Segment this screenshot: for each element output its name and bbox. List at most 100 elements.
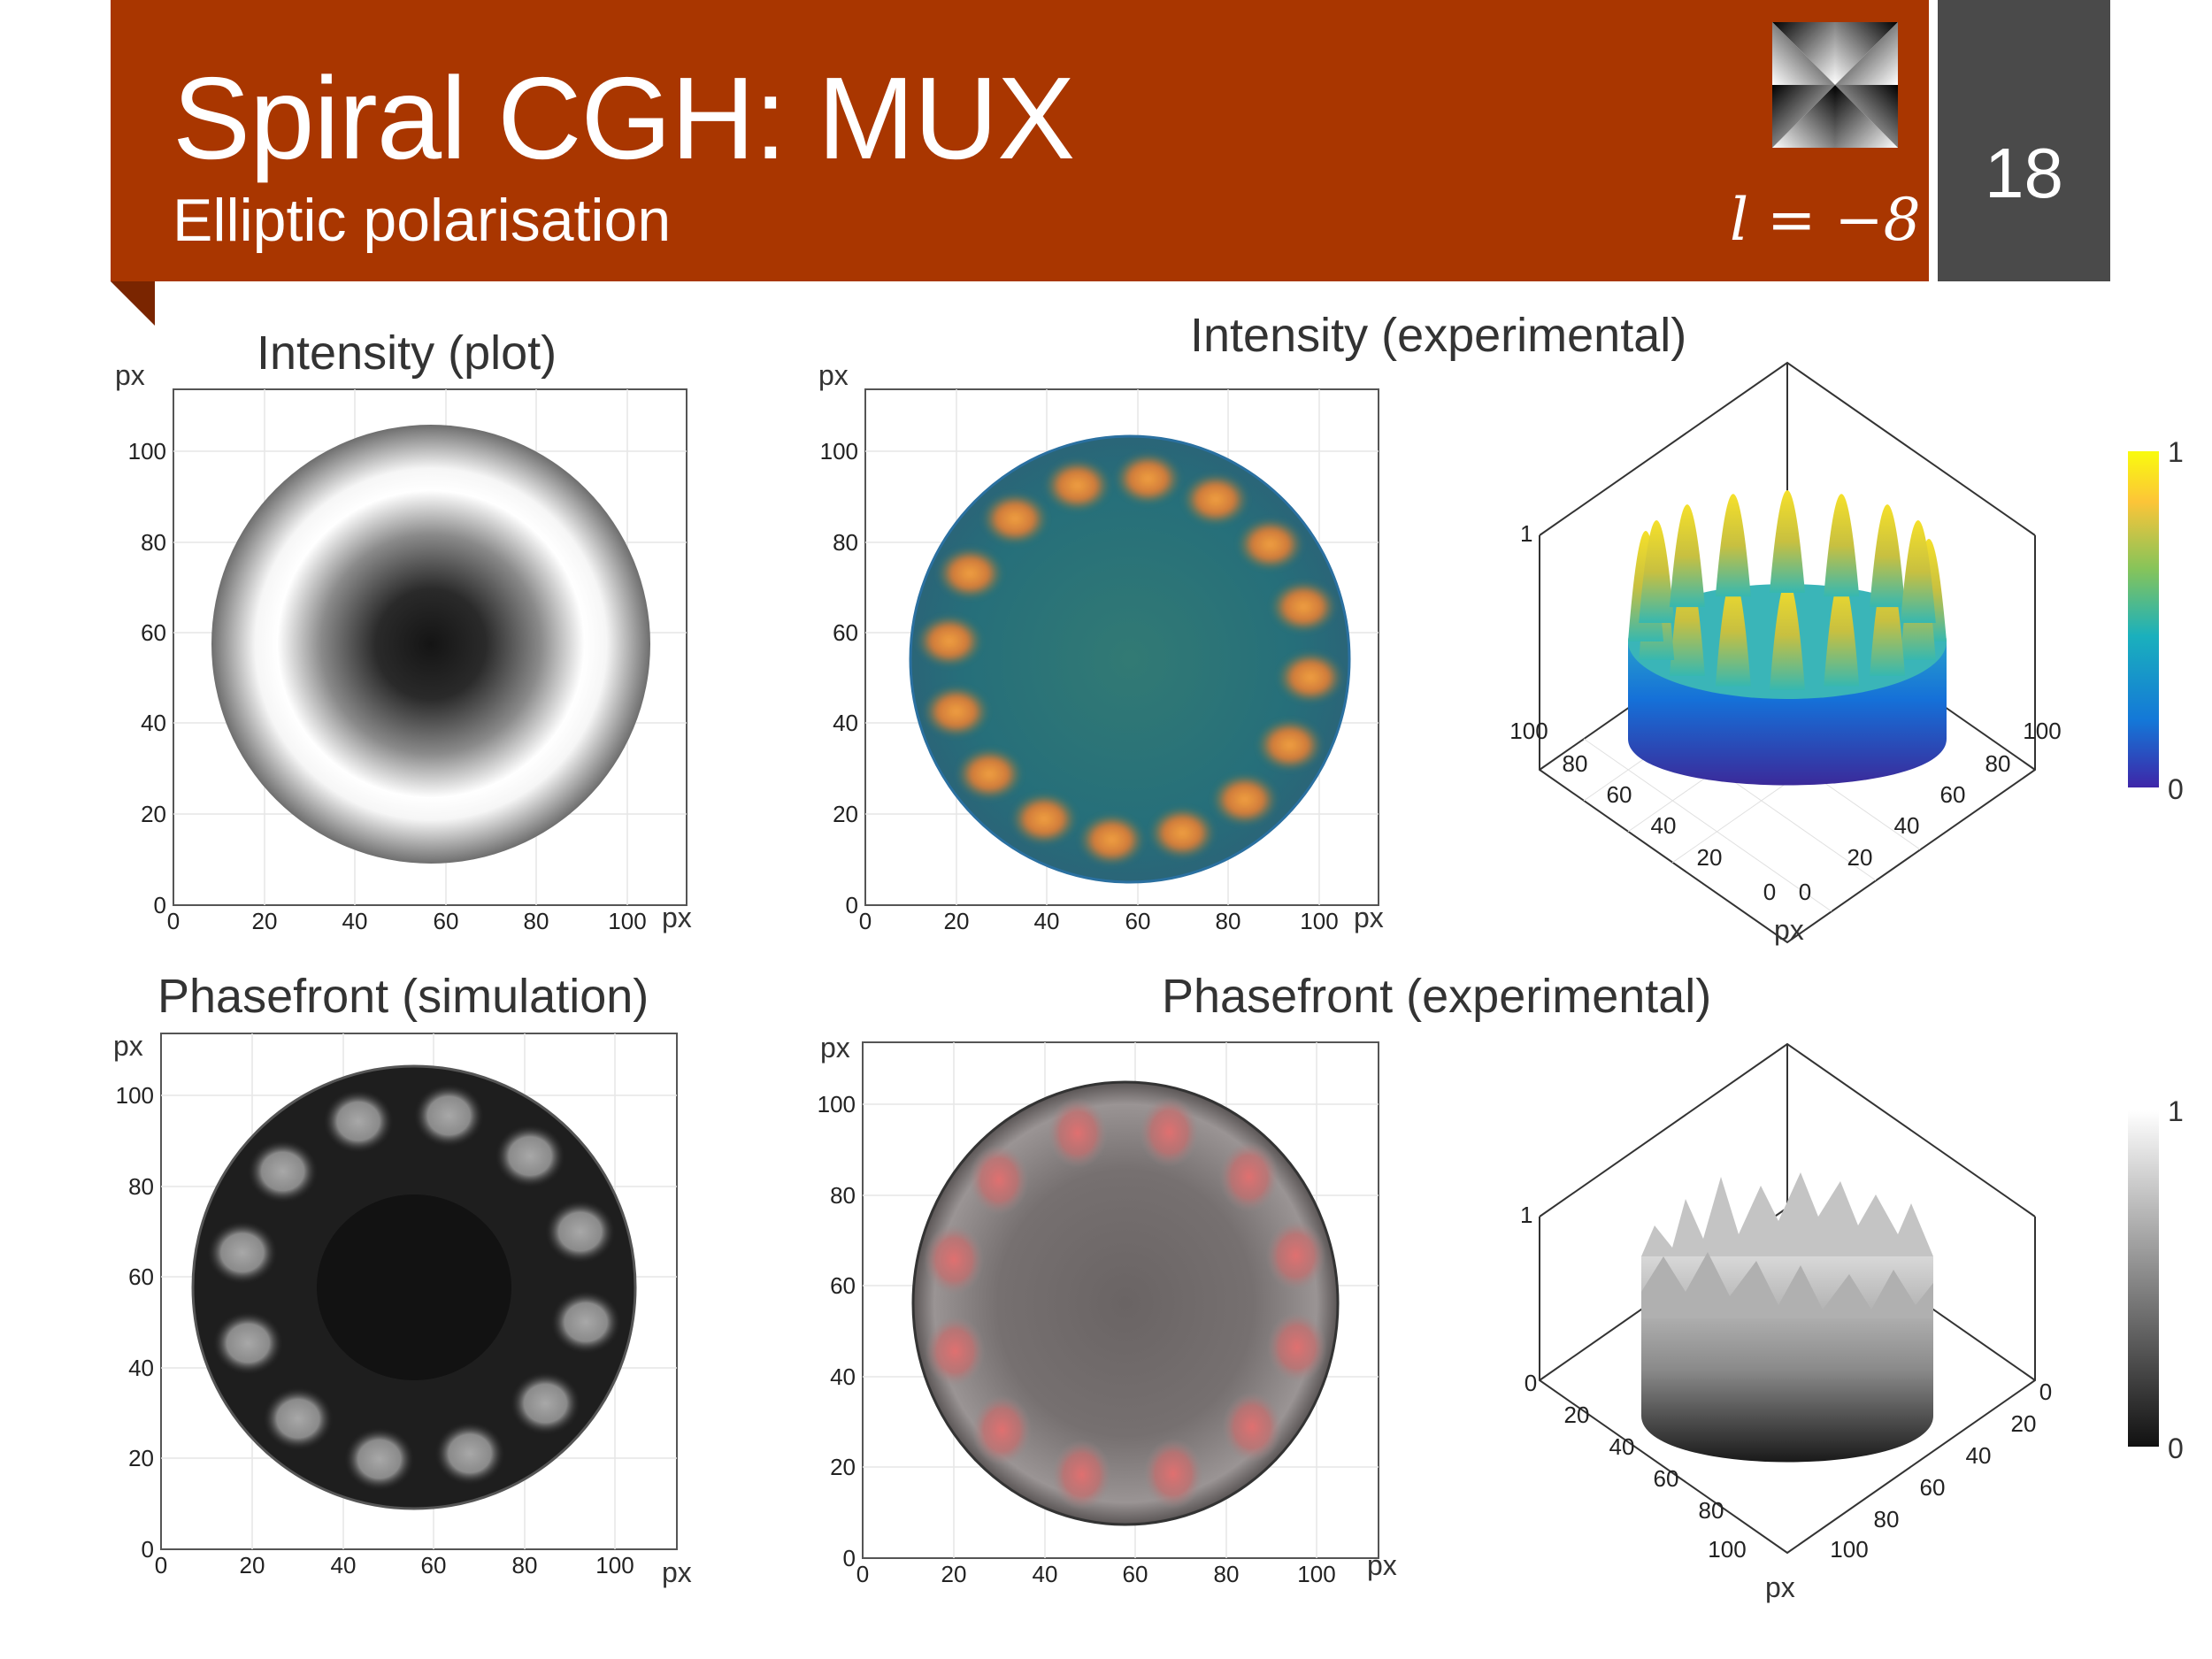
- ring-lobe: [434, 1421, 505, 1486]
- x-tick: 60: [1125, 908, 1151, 934]
- z-tick: 1: [1520, 520, 1532, 547]
- x-tick: 20: [240, 1552, 265, 1578]
- ring-lobe: [1256, 718, 1324, 772]
- intensity-plot-figure: px px 0 20 40 60 80 100 0 20 40 60 80 10…: [115, 363, 692, 934]
- ring-lobe: [1265, 1220, 1326, 1291]
- ring-lobe: [343, 1427, 415, 1492]
- ring-lobe: [1210, 772, 1279, 826]
- x-tick: 20: [944, 908, 970, 934]
- ring-lobe: [1043, 458, 1111, 512]
- right-axis-tick: 20: [2011, 1410, 2037, 1437]
- x-tick: 0: [167, 908, 180, 934]
- intensity-peak: [1900, 520, 1936, 623]
- left-axis-tick: 40: [1651, 812, 1677, 839]
- left-axis-tick: 80: [1563, 750, 1588, 777]
- y-tick: 60: [128, 1263, 154, 1290]
- phase-center: [317, 1194, 511, 1380]
- colorbar-max: 1: [2168, 438, 2184, 468]
- right-axis-tick: 80: [1874, 1506, 1900, 1532]
- y-tick: 0: [843, 1545, 856, 1571]
- surface-ridge: [1641, 1252, 1933, 1318]
- left-axis-tick: 0: [1525, 1370, 1537, 1396]
- y-tick: 20: [833, 801, 858, 827]
- ring-lobe: [1182, 472, 1249, 526]
- y-tick: 40: [128, 1355, 154, 1381]
- ring-lobe: [212, 1311, 284, 1375]
- slide-title: Spiral CGH: MUX: [173, 53, 1075, 183]
- right-axis-tick: 0: [1799, 879, 1811, 905]
- ring-lobe: [1148, 806, 1217, 860]
- ring-lobe: [1114, 452, 1182, 505]
- intensity-peak: [1669, 504, 1705, 608]
- ring-lobe: [922, 685, 990, 739]
- colorbar-max: 1: [2168, 1097, 2184, 1127]
- x-tick: 100: [608, 908, 646, 934]
- x-tick: 40: [331, 1552, 357, 1578]
- ring-lobe: [1222, 1391, 1283, 1463]
- colorbar-min: 0: [2168, 773, 2184, 805]
- x-unit-label: px: [1354, 902, 1384, 933]
- left-axis-tick: 60: [1607, 781, 1632, 808]
- ring-lobe: [968, 1144, 1029, 1216]
- phase-disk: [911, 1080, 1340, 1526]
- phase-colorbar: 1 0: [2128, 1097, 2184, 1464]
- ring-lobe: [936, 547, 1004, 600]
- x-tick: 60: [421, 1552, 447, 1578]
- x-tick: 20: [941, 1561, 967, 1587]
- left-axis-tick: 100: [1509, 718, 1548, 744]
- phase-spots: [206, 1083, 622, 1492]
- slide-number-box: [1938, 0, 2110, 281]
- y-tick: 100: [128, 438, 166, 465]
- right-axis-tick: 20: [1847, 844, 1873, 871]
- y-tick: 0: [142, 1536, 154, 1563]
- x-tick: 40: [1034, 908, 1060, 934]
- y-unit-label: px: [818, 363, 849, 391]
- phase-experimental-title: Phasefront (experimental): [1162, 970, 1712, 1023]
- ring-lobe: [925, 1316, 986, 1386]
- ring-lobe: [956, 747, 1024, 801]
- ring-lobe: [1139, 1096, 1200, 1168]
- ring-lobe: [550, 1290, 622, 1355]
- x-tick: 100: [595, 1552, 634, 1578]
- phase-spots: [924, 1096, 1327, 1510]
- intensity-peak: [1770, 490, 1805, 593]
- left-axis-tick: 40: [1609, 1433, 1635, 1460]
- y-unit-label: px: [820, 1032, 850, 1064]
- ring-lobe: [1236, 518, 1304, 572]
- ring-lobe: [1048, 1097, 1108, 1169]
- surface-peaks: [1641, 1172, 1933, 1256]
- y-tick: 40: [833, 710, 858, 736]
- left-axis-tick: 80: [1699, 1497, 1724, 1524]
- ring-lobe: [981, 492, 1049, 546]
- z-tick: 1: [1520, 1202, 1532, 1228]
- intensity-experimental-figure: px px 0 20 40 60 80 100 0 20 40 60 80 10…: [818, 363, 1384, 934]
- right-axis-tick: 40: [1966, 1442, 1992, 1469]
- x-tick: 100: [1300, 908, 1338, 934]
- ring-lobe: [413, 1083, 485, 1148]
- intensity-peak: [1715, 494, 1751, 597]
- ring-lobe: [916, 614, 983, 668]
- header-notch: [111, 281, 155, 326]
- intensity-peaks: [1628, 490, 1947, 690]
- right-axis-tick: 40: [1894, 812, 1920, 839]
- x-tick: 80: [512, 1552, 538, 1578]
- ring-lobe: [495, 1124, 566, 1188]
- intensity-3d-figure: 1 100 80 60 40 20 0 0 20 40 60 80 100 px: [1509, 361, 2062, 946]
- intensity-peak: [1824, 575, 1860, 687]
- phase-experimental-figure: px px 0 20 40 60 80 100 0 20 40 60 80 10…: [818, 1032, 1397, 1587]
- colorbar-min: 0: [2168, 1432, 2184, 1464]
- x-tick: 0: [859, 908, 872, 934]
- x-unit-label: px: [1367, 1549, 1397, 1581]
- ring-lobe: [1143, 1438, 1203, 1509]
- right-axis-tick: 60: [1920, 1474, 1946, 1501]
- ring-lobe: [1010, 792, 1078, 846]
- phase-simulation-figure: px px 0 20 40 60 80 100 0 20 40 60 80 10…: [113, 1030, 692, 1588]
- intensity-peak: [1770, 580, 1805, 690]
- y-tick: 0: [154, 892, 166, 918]
- y-tick: 60: [833, 619, 858, 646]
- x-tick: 80: [1214, 1561, 1240, 1587]
- left-axis-tick: 60: [1654, 1465, 1679, 1492]
- ring-lobe: [1277, 650, 1344, 704]
- x-tick: 80: [524, 908, 549, 934]
- y-tick: 20: [141, 801, 166, 827]
